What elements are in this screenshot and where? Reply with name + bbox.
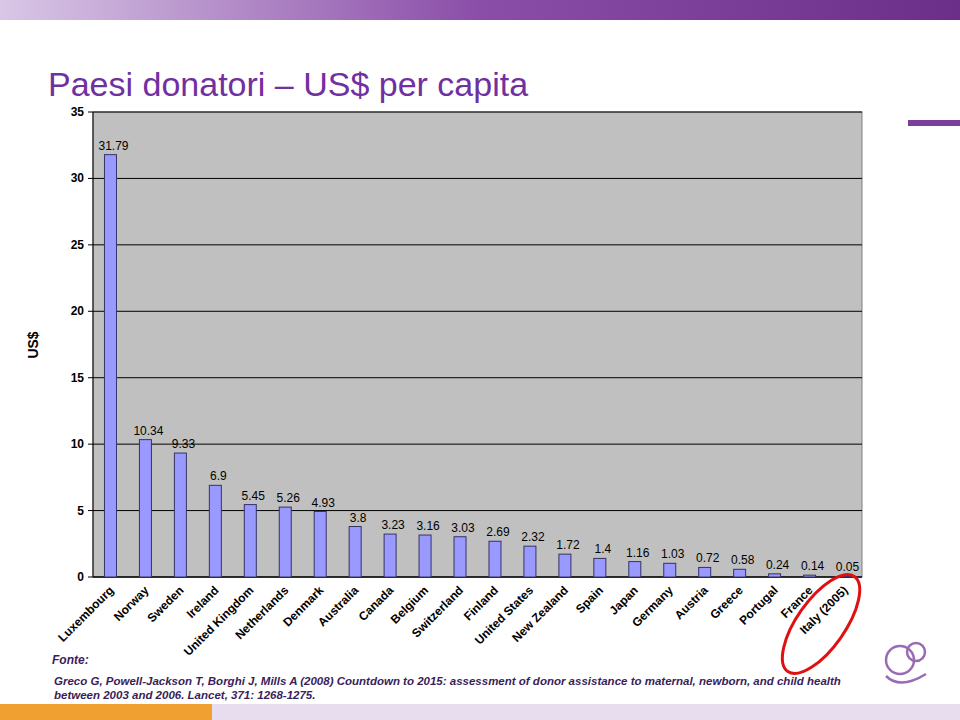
data-label: 1.4 (594, 542, 611, 556)
category-label: Portugal (736, 583, 780, 627)
bar (524, 546, 536, 577)
source: Greco G, Powell-Jackson T, Borghi J, Mil… (54, 674, 854, 702)
y-axis (93, 112, 94, 577)
data-label: 5.45 (242, 489, 266, 503)
data-label: 2.32 (521, 530, 545, 544)
tick-mark (88, 444, 93, 445)
category-label: Australia (315, 583, 361, 629)
bar (489, 541, 501, 577)
bar (174, 453, 186, 577)
tick-label: 10 (71, 437, 85, 451)
bar (594, 558, 606, 577)
side-bar (908, 120, 960, 126)
bar (734, 569, 746, 577)
tick-label: 30 (71, 171, 85, 185)
category-label: Netherlands (232, 583, 291, 642)
data-label: 4.93 (312, 496, 336, 510)
bar (769, 574, 781, 577)
category-label: New Zealand (509, 583, 571, 645)
bar (804, 575, 816, 577)
data-label: 3.23 (381, 518, 405, 532)
category-label: Switzerland (409, 583, 466, 640)
top-band (0, 0, 960, 20)
bar (349, 527, 361, 577)
tick-label: 0 (77, 570, 84, 584)
tick-mark (88, 178, 93, 179)
grid-line (93, 444, 862, 445)
bar (279, 507, 291, 577)
data-label: 1.03 (661, 547, 685, 561)
logo-ring (907, 643, 925, 661)
data-label: 3.16 (416, 519, 440, 533)
bar (209, 485, 221, 577)
tick-mark (88, 311, 93, 312)
logo-swoosh (886, 674, 926, 683)
source-label: Fonte: (52, 653, 89, 667)
data-label: 31.79 (98, 139, 128, 153)
data-label: 0.58 (731, 553, 755, 567)
plot-area (93, 112, 862, 577)
data-label: 10.34 (133, 424, 163, 438)
category-label: Italy (2005) (797, 583, 851, 637)
grid-line (93, 244, 862, 245)
bar (629, 562, 641, 577)
data-label: 3.03 (451, 521, 475, 535)
bar (664, 563, 676, 577)
category-label: Germany (629, 583, 676, 630)
bar (244, 505, 256, 577)
grid-line (93, 577, 862, 578)
data-label: 0.72 (696, 551, 720, 565)
x-axis (93, 577, 862, 578)
category-label: United States (472, 583, 536, 647)
tick-mark (88, 377, 93, 378)
data-label: 0.14 (801, 559, 825, 573)
data-label: 2.69 (486, 525, 510, 539)
bar (454, 537, 466, 577)
tick-mark (88, 244, 93, 245)
data-label: 0.05 (836, 560, 860, 574)
data-label: 0.24 (766, 558, 790, 572)
category-label: Spain (573, 583, 606, 616)
tick-label: 20 (71, 304, 85, 318)
tick-label: 15 (71, 371, 85, 385)
grid-line (93, 112, 862, 113)
bars (104, 155, 850, 577)
logo (886, 643, 926, 683)
category-label: Luxembourg (55, 583, 116, 644)
data-label: 1.72 (556, 538, 580, 552)
bar (699, 567, 711, 577)
data-label: 3.8 (350, 511, 367, 525)
grid-line (93, 510, 862, 511)
grid-line (93, 377, 862, 378)
bar (559, 554, 571, 577)
y-axis-label: US$ (25, 331, 41, 358)
highlight-circle (768, 563, 874, 686)
data-label: 6.9 (210, 469, 227, 483)
tick-label: 25 (71, 238, 85, 252)
bottom-band-orange (0, 704, 212, 720)
category-label: Austria (672, 583, 711, 622)
tick-mark (88, 510, 93, 511)
grid-line (93, 311, 862, 312)
data-label: 1.16 (626, 546, 650, 560)
data-label: 9.33 (172, 437, 196, 451)
title: Paesi donatori – US$ per capita (48, 65, 528, 103)
bar (104, 155, 116, 577)
bar (314, 512, 326, 577)
bar (384, 534, 396, 577)
tick-mark (88, 577, 93, 578)
tick-mark (88, 112, 93, 113)
bottom-band-purple (212, 704, 960, 720)
tick-label: 35 (71, 105, 85, 119)
bar (139, 440, 151, 577)
chart-canvas: Paesi donatori – US$ per capita 0 5 10 15 20 2… (0, 0, 960, 720)
grid-line (93, 178, 862, 179)
tick-label: 5 (77, 504, 84, 518)
data-label: 5.26 (277, 491, 301, 505)
category-label: Sweden (145, 583, 187, 625)
bar (419, 535, 431, 577)
